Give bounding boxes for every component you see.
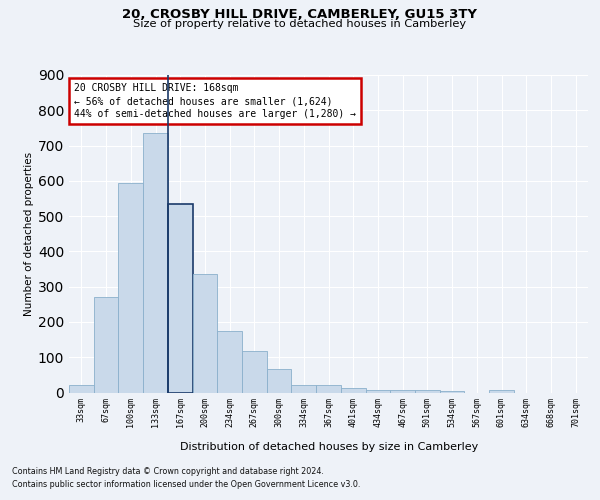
Bar — [415, 390, 440, 392]
Text: 20, CROSBY HILL DRIVE, CAMBERLEY, GU15 3TY: 20, CROSBY HILL DRIVE, CAMBERLEY, GU15 3… — [122, 8, 478, 20]
Text: Size of property relative to detached houses in Camberley: Size of property relative to detached ho… — [133, 19, 467, 29]
Bar — [390, 390, 415, 392]
Bar — [341, 388, 365, 392]
Bar — [489, 390, 514, 392]
Y-axis label: Number of detached properties: Number of detached properties — [23, 152, 34, 316]
Bar — [118, 182, 143, 392]
Bar — [440, 390, 464, 392]
Bar — [168, 204, 193, 392]
Bar — [143, 133, 168, 392]
Bar — [94, 297, 118, 392]
Bar — [69, 386, 94, 392]
Bar — [267, 368, 292, 392]
Text: 20 CROSBY HILL DRIVE: 168sqm
← 56% of detached houses are smaller (1,624)
44% of: 20 CROSBY HILL DRIVE: 168sqm ← 56% of de… — [74, 83, 356, 120]
Bar — [193, 274, 217, 392]
Text: Contains public sector information licensed under the Open Government Licence v3: Contains public sector information licen… — [12, 480, 361, 489]
Bar — [365, 390, 390, 392]
Bar — [217, 331, 242, 392]
Bar — [242, 351, 267, 393]
Text: Distribution of detached houses by size in Camberley: Distribution of detached houses by size … — [179, 442, 478, 452]
Bar — [316, 386, 341, 392]
Text: Contains HM Land Registry data © Crown copyright and database right 2024.: Contains HM Land Registry data © Crown c… — [12, 467, 324, 476]
Bar — [292, 384, 316, 392]
